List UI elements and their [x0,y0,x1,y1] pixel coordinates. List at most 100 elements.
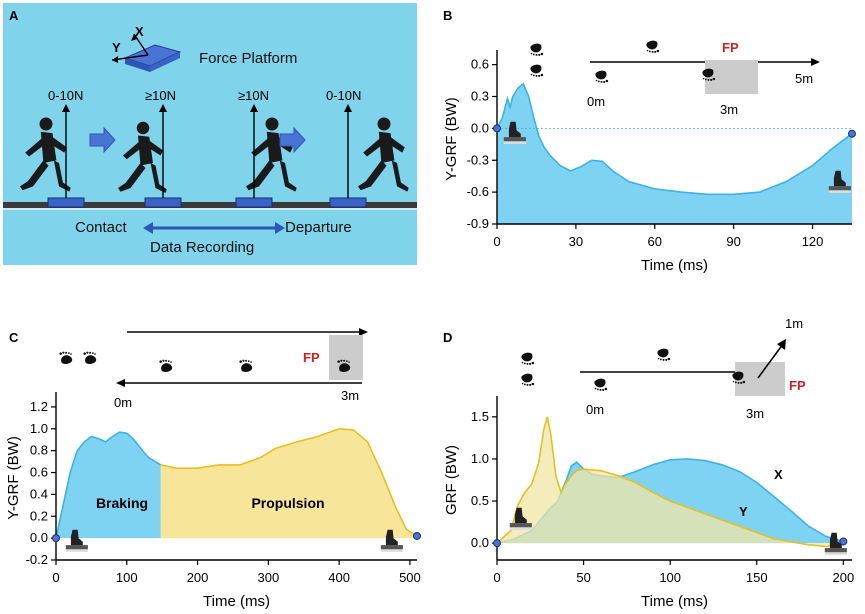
axis-x-label: X [135,24,144,39]
y-tick-label: 1.0 [30,421,48,436]
start-point [52,534,60,543]
foot-c-3 [159,359,173,372]
block-arrow-2 [279,126,306,154]
x-tick-label: 200 [187,570,209,585]
departure-label: Departure [285,219,352,236]
force-arrows [65,108,349,198]
y-tick-label: 0.0 [471,535,489,550]
y-tick-label: 1.5 [471,409,489,424]
x-tick-label: 50 [576,570,590,585]
foot-c-4 [239,359,253,372]
platform-3 [235,197,273,208]
x-tick-label: 400 [328,570,350,585]
panel-d-letter: D [443,330,452,345]
propulsion-label: Propulsion [251,495,324,511]
force-label-1: 0-10N [48,88,83,103]
distance-0m: 0m [587,94,605,109]
y-tick-label: -0.3 [467,152,489,167]
y-tick-label: 0.4 [30,486,48,501]
y-tick-label: 0.2 [30,508,48,523]
x-tick-label: 500 [399,570,421,585]
x-tick-label: 200 [832,570,854,585]
foot-start-1 [530,43,544,56]
foot-step-2 [646,40,660,53]
force-platform-icon [111,33,182,72]
series-area-y [497,416,844,547]
y-tick-label: -0.9 [467,216,489,231]
x-tick-label: 90 [726,234,740,249]
series-area-propulsion [160,428,417,539]
distance-0m-d: 0m [586,402,604,417]
foot-c-2 [83,351,97,364]
panel-a-letter: A [9,8,19,23]
y-tick-label: 0.8 [30,443,48,458]
series-line-braking [55,431,162,539]
platform-4 [329,197,367,208]
force-plate-box [705,60,758,94]
panel-c-letter: C [9,330,19,345]
series-area-braking [56,432,161,539]
ground-line [3,202,417,208]
distance-0m-c: 0m [114,395,132,410]
panel-c: C FP 0m 3m 0 100 200 300 400 5001.21.00.80.60… [5,328,421,610]
y-tick-label: 0.3 [471,89,489,104]
end-point [848,129,856,138]
panel-a: A X Y Force Platform [3,3,417,265]
force-platform-label: Force Platform [199,50,297,67]
series-label-x: X [774,467,783,482]
series-line-y [496,416,844,548]
x-tick-label: 150 [746,570,768,585]
y-tick-label: -0.6 [467,184,489,199]
distance-3m-d: 3m [746,406,764,421]
distance-5m: 5m [795,71,813,86]
end-point [413,531,421,540]
y-tick-label: 0.5 [471,493,489,508]
foot-d-1 [521,352,535,365]
force-label-2: ≥10N [145,88,176,103]
foot-c-1 [59,351,73,364]
y-tick-label: 1.0 [471,451,489,466]
foot-d-4 [657,348,671,361]
y-axis-label: Y-GRF (BW) [443,97,460,181]
x-tick-label: 30 [569,234,583,249]
series-label-y: Y [739,504,748,519]
x-tick-label: 60 [648,234,662,249]
series-area-y [497,83,852,224]
fp-label-c: FP [303,350,320,365]
panel-b-letter: B [443,8,452,23]
cut-arrow [757,343,784,379]
x-tick-label: 100 [116,570,138,585]
x-tick-label: 0 [52,570,59,585]
chart-c: 0 100 200 300 400 500 1.2 1.0 0.8 0.6 0.4 0.2 0.0 -0.… [5,392,421,610]
y-tick-label: 1.2 [30,399,48,414]
foot-d-3 [594,378,608,391]
start-point [493,124,501,133]
y-tick-label: 0.0 [471,120,489,135]
braking-label: Braking [96,495,148,511]
force-plate-box-c [329,335,363,380]
foot-step-1 [595,70,609,83]
panel-a-background [3,3,417,265]
force-label-3: ≥10N [238,88,269,103]
platform-2 [144,197,182,208]
panel-b: B FP 0m 3m 5m 0 30 60 90 120 0.6 0.3 0.0 -0.3 -0.… [443,8,856,274]
platform-1 [47,197,85,208]
distance-3m: 3m [720,102,738,117]
y-tick-label: 0.0 [30,530,48,545]
force-plate-box-d [735,362,785,396]
y-axis-label: GRF (BW) [443,445,460,515]
y-tick-label: 0.6 [30,465,48,480]
end-point [839,537,848,546]
chart-d: 0 50 100 150 200 1.5 1.0 0.5 0.0 Time (ms) GRF (BW… [443,396,854,610]
x-axis-label: Time (ms) [641,257,708,274]
chart-b: 0 30 60 90 120 0.6 0.3 0.0 -0.3 -0.6 -0.9 Time (ms)… [443,50,856,274]
x-tick-label: 0 [493,234,500,249]
series-line-propulsion [160,427,418,537]
x-tick-label: 120 [802,234,824,249]
y-tick-label: 0.6 [471,57,489,72]
x-tick-label: 0 [493,570,500,585]
fp-label-d: FP [789,378,806,393]
start-point [493,539,501,548]
y-axis-label: Y-GRF (BW) [5,436,22,520]
